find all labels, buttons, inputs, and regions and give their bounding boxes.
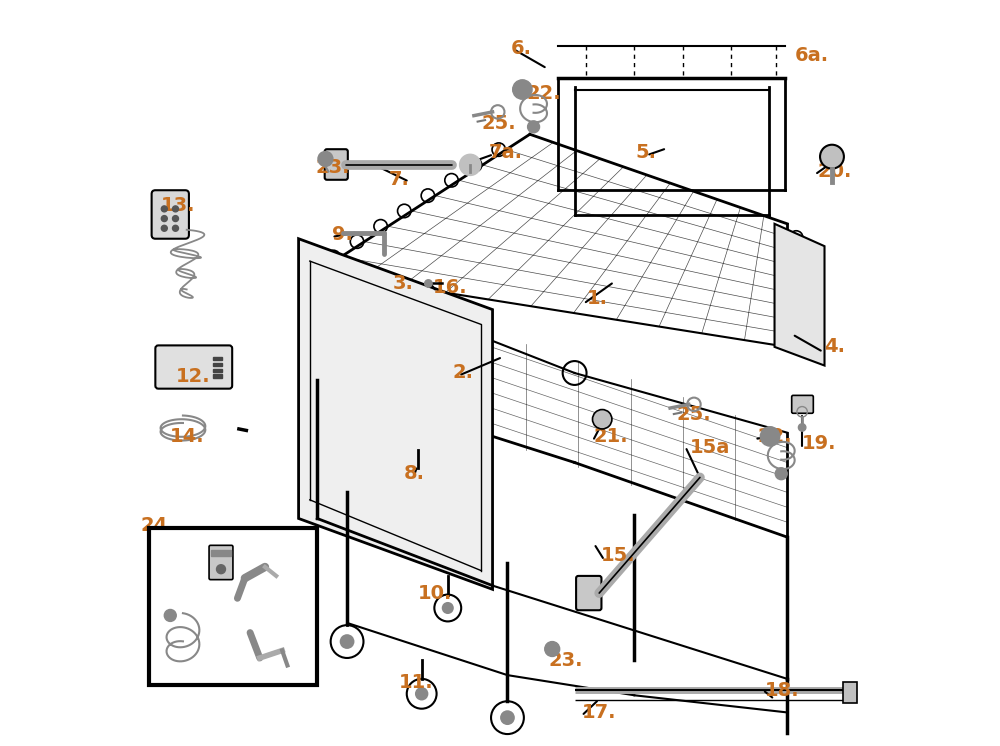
Text: c.: c. (188, 623, 203, 638)
Text: 19.: 19. (802, 434, 837, 454)
Circle shape (173, 216, 178, 222)
Circle shape (173, 225, 178, 231)
Circle shape (775, 468, 787, 480)
FancyBboxPatch shape (152, 190, 189, 239)
Text: 10.: 10. (418, 583, 452, 603)
FancyBboxPatch shape (209, 545, 233, 580)
Bar (213, 369, 222, 372)
Polygon shape (299, 239, 493, 589)
Circle shape (798, 424, 806, 431)
Bar (213, 363, 222, 366)
Circle shape (513, 80, 532, 99)
Circle shape (460, 154, 481, 175)
Circle shape (528, 121, 540, 133)
Text: 13.: 13. (161, 195, 195, 215)
Circle shape (760, 427, 780, 446)
Text: 12.: 12. (175, 367, 210, 386)
Text: 23.: 23. (316, 158, 350, 178)
Text: 7.: 7. (389, 169, 410, 189)
FancyBboxPatch shape (155, 345, 232, 389)
Bar (843, 682, 857, 703)
Polygon shape (775, 224, 825, 366)
Text: 24.: 24. (140, 516, 175, 536)
Circle shape (500, 710, 515, 725)
Circle shape (425, 280, 432, 287)
Circle shape (161, 216, 167, 222)
Text: 22.: 22. (757, 427, 792, 446)
Text: 9.: 9. (332, 225, 353, 245)
Circle shape (161, 206, 167, 212)
Text: 3.: 3. (393, 274, 413, 293)
Bar (213, 374, 222, 378)
Circle shape (415, 687, 428, 700)
Text: 20.: 20. (817, 162, 851, 181)
Text: 11.: 11. (399, 673, 434, 692)
Circle shape (593, 410, 612, 429)
Text: 8.: 8. (404, 464, 425, 483)
Text: 21.: 21. (593, 427, 628, 446)
FancyBboxPatch shape (325, 149, 348, 180)
Circle shape (340, 634, 354, 649)
Bar (149, 528, 317, 685)
Text: 22.: 22. (526, 84, 561, 103)
Circle shape (173, 206, 178, 212)
Text: 18.: 18. (765, 680, 799, 700)
Bar (213, 357, 222, 360)
Text: 2.: 2. (452, 363, 473, 383)
Text: 7a.: 7a. (489, 143, 523, 163)
Text: 15a: 15a (690, 438, 731, 457)
Circle shape (161, 225, 167, 231)
Circle shape (164, 609, 176, 621)
Text: a.: a. (252, 608, 268, 623)
Text: 4.: 4. (825, 337, 846, 357)
Text: 15.: 15. (601, 546, 635, 565)
Circle shape (442, 602, 454, 614)
Text: 25.: 25. (481, 113, 516, 133)
Text: 17.: 17. (582, 703, 617, 722)
Text: 14.: 14. (169, 427, 204, 446)
Text: 1.: 1. (586, 289, 607, 308)
Text: 23.: 23. (548, 651, 583, 670)
Circle shape (217, 565, 225, 574)
Text: d.: d. (252, 653, 269, 668)
Text: b.: b. (222, 578, 239, 593)
Text: 16.: 16. (433, 278, 467, 297)
Text: 25.: 25. (677, 404, 711, 424)
Bar (211, 550, 231, 556)
Text: 6.: 6. (511, 39, 532, 58)
Circle shape (411, 477, 425, 492)
Circle shape (820, 145, 844, 169)
FancyBboxPatch shape (792, 395, 813, 413)
Circle shape (545, 642, 560, 656)
FancyBboxPatch shape (576, 576, 601, 610)
Circle shape (318, 151, 333, 166)
Text: 6a.: 6a. (795, 46, 829, 66)
Text: 5.: 5. (635, 143, 656, 163)
